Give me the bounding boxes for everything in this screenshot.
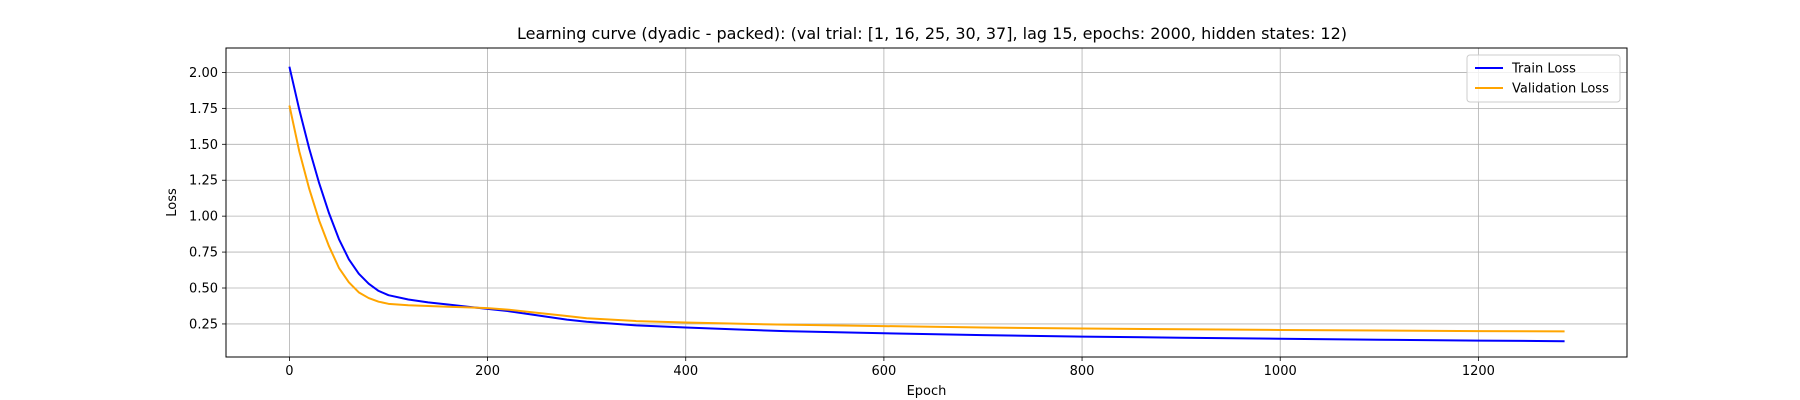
plot-frame — [225, 47, 1628, 358]
x-tick-label: 600 — [871, 364, 896, 379]
plot-lines — [288, 66, 1565, 343]
y-tick-label: 1.00 — [189, 210, 218, 225]
series-line-validation-loss — [288, 105, 1565, 333]
y-tick-label: 2.00 — [189, 66, 218, 81]
grid — [226, 48, 1627, 357]
x-tick-label: 0 — [285, 364, 293, 379]
chart-title: Learning curve (dyadic - packed): (val t… — [517, 24, 1347, 43]
legend-box — [1466, 54, 1621, 103]
series-line-train-loss — [288, 66, 1565, 343]
axis-ticks: 0 200 400 600 800 1000 1200 0.25 0.50 0.75 1.00 1.2… — [189, 66, 1495, 379]
legend-label: Train Loss — [1511, 62, 1576, 77]
x-tick-label: 400 — [673, 364, 698, 379]
y-tick-label: 1.50 — [189, 138, 218, 153]
x-axis-title: Epoch — [907, 384, 947, 399]
y-tick-label: 0.25 — [189, 317, 218, 332]
x-tick-label: 1000 — [1264, 364, 1297, 379]
legend: Train Loss Validation Loss — [1466, 54, 1621, 103]
y-tick-label: 0.75 — [189, 246, 218, 261]
y-tick-label: 1.75 — [189, 102, 218, 117]
legend-label: Validation Loss — [1512, 82, 1609, 97]
x-tick-label: 200 — [475, 364, 500, 379]
y-axis-title: Loss — [165, 188, 180, 217]
y-tick-label: 1.25 — [189, 174, 218, 189]
x-tick-label: 1200 — [1462, 364, 1495, 379]
y-tick-label: 0.50 — [189, 282, 218, 297]
x-tick-label: 800 — [1070, 364, 1095, 379]
